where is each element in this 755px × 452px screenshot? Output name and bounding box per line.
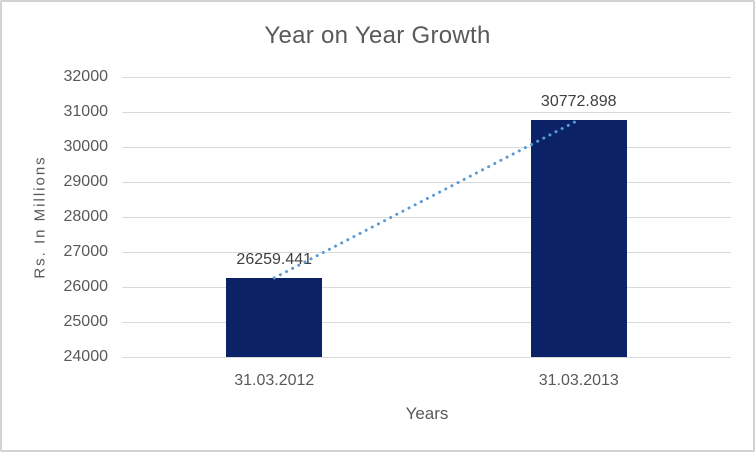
- y-axis-tick-label: 28000: [63, 208, 109, 225]
- bar: [226, 277, 323, 357]
- bar: [530, 119, 627, 357]
- y-axis-tick-label: 24000: [63, 348, 109, 365]
- y-axis-tick-label: 26000: [63, 278, 109, 295]
- y-axis-tick-label: 25000: [63, 313, 109, 330]
- gridline: [122, 356, 731, 358]
- y-axis-tick-label: 27000: [63, 243, 109, 260]
- gridline: [122, 146, 731, 148]
- chart-title: Year on Year Growth: [264, 22, 491, 49]
- gridline: [122, 181, 731, 183]
- x-axis-tick-label: 31.03.2013: [538, 372, 619, 389]
- gridline: [122, 76, 731, 78]
- x-axis-tick-label: 31.03.2012: [234, 372, 315, 389]
- gridline: [122, 286, 731, 288]
- gridline: [122, 111, 731, 113]
- x-axis-title: Years: [405, 404, 449, 423]
- y-axis-tick-label: 29000: [63, 173, 109, 190]
- y-axis-tick-label: 31000: [63, 103, 109, 120]
- y-axis-tick-label: 32000: [63, 68, 109, 85]
- bar-data-label: 26259.441: [236, 250, 313, 268]
- gridline: [122, 216, 731, 218]
- y-axis-tick-label: 30000: [63, 138, 109, 155]
- gridline: [122, 321, 731, 323]
- bar-data-label: 30772.898: [540, 92, 617, 110]
